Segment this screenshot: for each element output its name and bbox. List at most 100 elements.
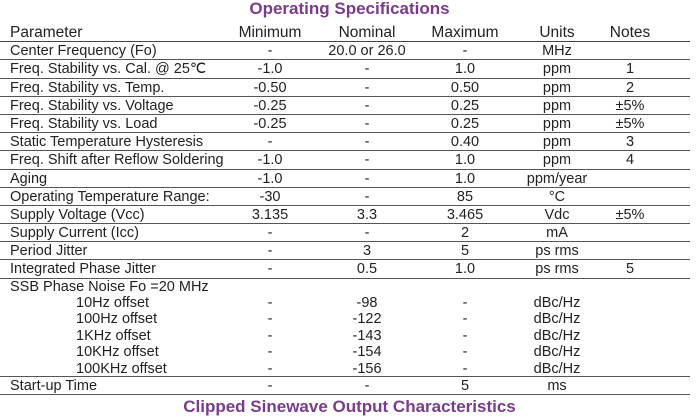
cell-parameter: Period Jitter — [10, 243, 88, 260]
cell-minimum: - — [267, 225, 273, 242]
cell-units: ppm — [542, 134, 572, 151]
cell-maximum: - — [462, 360, 468, 377]
cell-maximum: 0.25 — [450, 115, 480, 132]
cell-nominal: -143 — [352, 327, 382, 344]
cell-units: °C — [548, 188, 566, 205]
header-minimum: Minimum — [238, 24, 302, 41]
cell-units: ps rms — [535, 261, 579, 278]
cell-units: Vdc — [544, 206, 570, 223]
table-header-row: Parameter Minimum Nominal Maximum Units … — [0, 24, 690, 43]
cell-maximum: 1.0 — [454, 170, 476, 187]
cell-minimum: - — [267, 311, 273, 328]
cell-units: dBc/Hz — [533, 327, 581, 344]
cell-minimum: -1.0 — [257, 170, 283, 187]
table-row: Aging -1.0-1.0 ppm/year — [0, 170, 690, 188]
cell-nominal: - — [364, 97, 370, 114]
cell-nominal: 3.3 — [356, 206, 378, 223]
cell-units: dBc/Hz — [533, 344, 581, 361]
table-row: Freq. Stability vs. Cal. @ 25℃ -1.0-1.0 pp… — [0, 60, 690, 79]
cell-parameter: Supply Voltage (Vcc) — [10, 206, 145, 223]
cell-maximum: 1.0 — [454, 61, 476, 78]
cell-nominal: 3 — [362, 243, 372, 260]
cell-maximum: 0.50 — [450, 79, 480, 96]
cell-minimum: - — [267, 295, 273, 312]
cell-parameter: Freq. Stability vs. Cal. @ 25℃ — [10, 61, 207, 78]
cell-minimum: -0.25 — [253, 115, 287, 132]
cell-parameter: Integrated Phase Jitter — [10, 261, 156, 278]
header-units: Units — [539, 24, 575, 41]
cell-maximum: - — [462, 327, 468, 344]
cell-nominal: -98 — [356, 295, 378, 312]
cell-units: dBc/Hz — [533, 311, 581, 328]
cell-nominal: - — [364, 170, 370, 187]
cell-notes: 5 — [625, 261, 635, 278]
cell-units: MHz — [542, 43, 572, 60]
cell-parameter: Static Temperature Hysteresis — [10, 134, 204, 151]
cell-maximum: - — [462, 311, 468, 328]
cell-notes: 1 — [625, 61, 635, 78]
cell-parameter: Freq. Shift after Reflow Soldering — [10, 152, 224, 169]
cell-parameter: 100KHz offset — [76, 360, 167, 377]
cell-notes: ±5% — [615, 115, 645, 132]
cell-minimum: - — [267, 377, 273, 394]
cell-minimum: - — [267, 344, 273, 361]
table-row: Freq. Stability vs. Load -0.25-0.25 ppm ±5% — [0, 115, 690, 134]
cell-minimum: 3.135 — [251, 206, 289, 223]
cell-nominal: -154 — [352, 344, 382, 361]
cell-parameter: 10KHz offset — [76, 344, 159, 361]
cell-nominal: - — [364, 152, 370, 169]
cell-minimum: -1.0 — [257, 152, 283, 169]
cell-maximum: 0.25 — [450, 97, 480, 114]
cell-notes: 3 — [625, 134, 635, 151]
table-row: Freq. Stability vs. Temp. -0.50-0.50 ppm 2 — [0, 79, 690, 97]
cell-nominal: -156 — [352, 360, 382, 377]
cell-parameter: Aging — [10, 170, 48, 187]
cell-nominal: - — [364, 377, 370, 394]
cell-nominal: - — [364, 115, 370, 132]
table-row: 100Hz offset - -122 - dBc/Hz — [0, 311, 690, 327]
table-row: Supply Current (Icc) - - 2 mA — [0, 224, 690, 243]
cell-units: ms — [547, 377, 567, 394]
cell-parameter: 1KHz offset — [76, 327, 151, 344]
cell-notes: ±5% — [615, 97, 645, 114]
cell-parameter: Freq. Stability vs. Voltage — [10, 97, 174, 114]
cell-maximum: 85 — [456, 188, 474, 205]
table-row: Center Frequency (Fo) - 20.0 or 26.0 - MHz — [0, 42, 690, 61]
cell-units: ppm — [542, 115, 572, 132]
cell-parameter: Start-up Time — [10, 377, 98, 394]
cell-notes: 2 — [625, 79, 635, 96]
cell-minimum: - — [267, 134, 273, 151]
cell-maximum: 3.465 — [446, 206, 484, 223]
cell-maximum: - — [462, 344, 468, 361]
cell-nominal: - — [364, 61, 370, 78]
header-maximum: Maximum — [431, 24, 499, 41]
cell-notes: ±5% — [615, 206, 645, 223]
table-row: Static Temperature Hysteresis - - 0.40 ppm 3 — [0, 133, 690, 152]
operating-specifications-table: Parameter Minimum Nominal Maximum Units … — [0, 24, 690, 396]
phase-noise-group-row: SSB Phase Noise Fo =20 MHz — [0, 279, 690, 295]
cell-minimum: -0.50 — [253, 79, 287, 96]
table-row: 10KHz offset - -154 - dBc/Hz — [0, 344, 690, 360]
cell-nominal: - — [364, 225, 370, 242]
cell-maximum: 5 — [460, 243, 470, 260]
cell-parameter: Supply Current (Icc) — [10, 225, 139, 242]
table-row: Freq. Shift after Reflow Soldering -1.0-1… — [0, 151, 690, 170]
table-row: 100KHz offset - -156 - dBc/Hz — [0, 361, 690, 377]
cell-minimum: - — [267, 360, 273, 377]
cell-notes: 4 — [625, 152, 635, 169]
section-title: Operating Specifications — [249, 0, 450, 18]
table-row: 1KHz offset - -143 - dBc/Hz — [0, 328, 690, 344]
cell-maximum: 1.0 — [454, 261, 476, 278]
cell-units: ps rms — [535, 243, 579, 260]
table-row: Integrated Phase Jitter - 0.5 1.0 ps rms 5 — [0, 260, 690, 279]
cell-units: ppm — [542, 79, 572, 96]
cell-parameter: Operating Temperature Range: — [10, 188, 210, 205]
cell-parameter: Freq. Stability vs. Load — [10, 115, 158, 132]
cell-nominal: 20.0 or 26.0 — [328, 43, 406, 60]
cell-maximum: - — [462, 295, 468, 312]
header-nominal: Nominal — [338, 24, 396, 41]
table-row: Freq. Stability vs. Voltage -0.25-0.25 ppm… — [0, 97, 690, 115]
table-row: Supply Voltage (Vcc) 3.135 3.3 3.465 Vdc ±5% — [0, 206, 690, 225]
cell-nominal: - — [364, 79, 370, 96]
cell-nominal: - — [364, 134, 370, 151]
